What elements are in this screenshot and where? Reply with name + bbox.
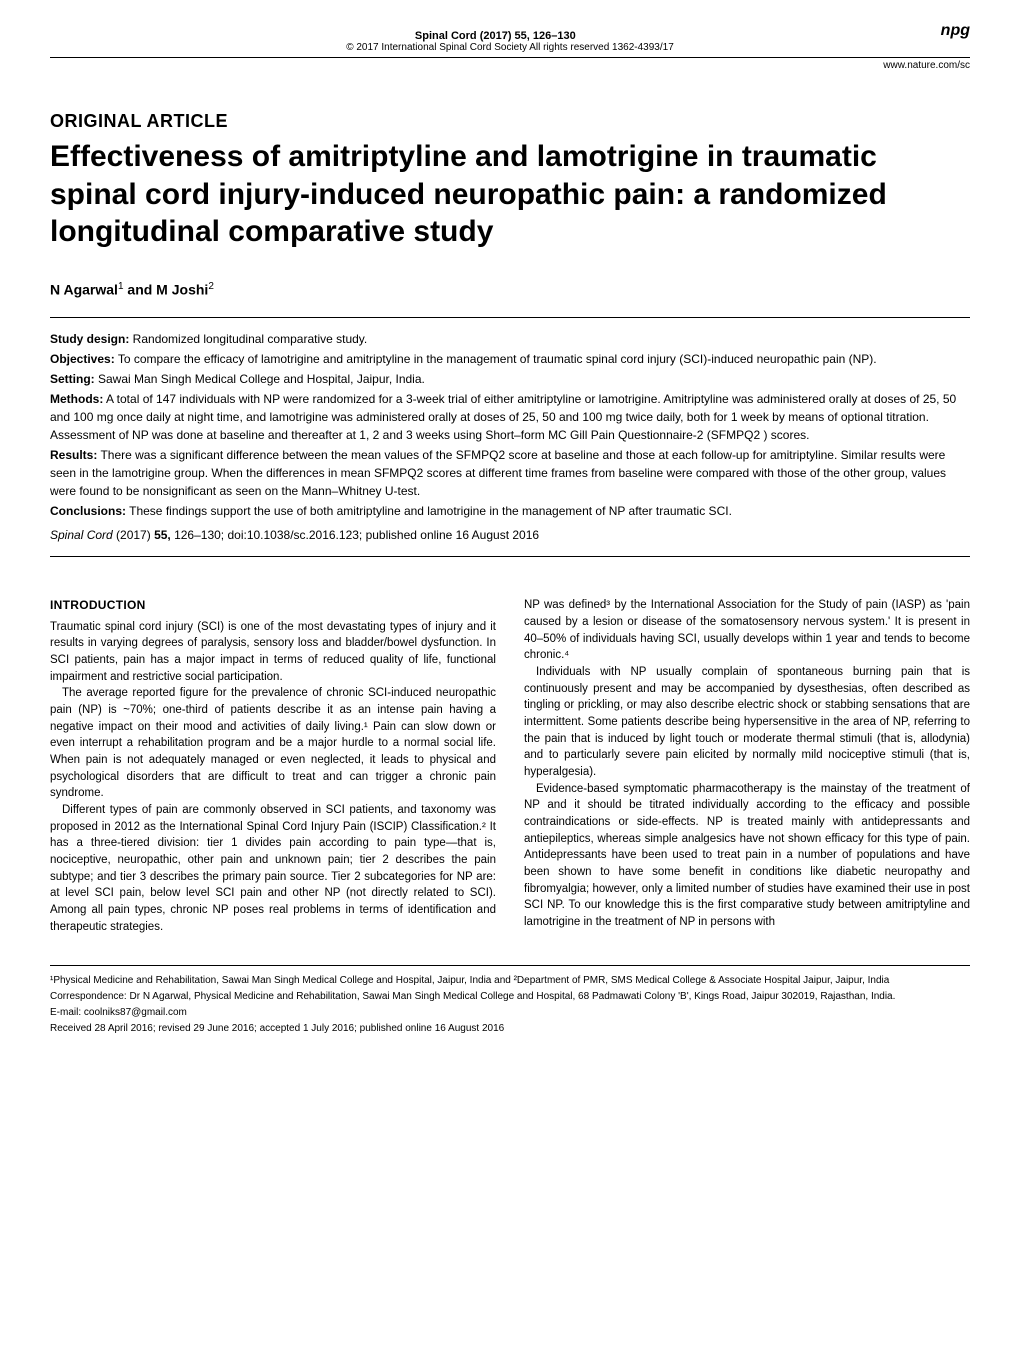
conclusions-text: These findings support the use of both a… — [126, 504, 732, 518]
results-text: There was a significant difference betwe… — [50, 448, 946, 498]
abstract-bottom-rule — [50, 556, 970, 557]
footer-block: ¹Physical Medicine and Rehabilitation, S… — [50, 965, 970, 1036]
affiliations-line: ¹Physical Medicine and Rehabilitation, S… — [50, 974, 970, 988]
abstract-block: Study design: Randomized longitudinal co… — [50, 330, 970, 544]
intro-paragraph-2: The average reported figure for the prev… — [50, 685, 496, 802]
intro-paragraph-1: Traumatic spinal cord injury (SCI) is on… — [50, 619, 496, 686]
correspondence-line: Correspondence: Dr N Agarwal, Physical M… — [50, 990, 970, 1004]
affiliation-marker-2: 2 — [208, 281, 214, 292]
objectives-text: To compare the efficacy of lamotrigine a… — [115, 352, 877, 366]
copyright-line: © 2017 International Spinal Cord Society… — [50, 42, 970, 53]
citation-year: (2017) — [113, 528, 154, 542]
article-type: ORIGINAL ARTICLE — [50, 111, 970, 132]
citation-volume: 55, — [154, 528, 171, 542]
intro-paragraph-3: Different types of pain are commonly obs… — [50, 802, 496, 935]
intro-paragraph-6: Evidence-based symptomatic pharmacothera… — [524, 781, 970, 931]
dates-line: Received 28 April 2016; revised 29 June … — [50, 1022, 970, 1036]
citation-journal: Spinal Cord — [50, 528, 113, 542]
publisher-logo: npg — [941, 22, 970, 40]
objectives-label: Objectives: — [50, 352, 115, 366]
left-column: INTRODUCTION Traumatic spinal cord injur… — [50, 597, 496, 935]
citation-line: Spinal Cord (2017) 55, 126–130; doi:10.1… — [50, 526, 970, 544]
setting-label: Setting: — [50, 372, 95, 386]
methods-label: Methods: — [50, 392, 103, 406]
body-columns: INTRODUCTION Traumatic spinal cord injur… — [50, 597, 970, 935]
conclusions-label: Conclusions: — [50, 504, 126, 518]
intro-paragraph-4: NP was defined³ by the International Ass… — [524, 597, 970, 664]
right-column: NP was defined³ by the International Ass… — [524, 597, 970, 935]
introduction-heading: INTRODUCTION — [50, 597, 496, 614]
website-url: www.nature.com/sc — [50, 60, 970, 71]
study-design-text: Randomized longitudinal comparative stud… — [129, 332, 367, 346]
methods-text: A total of 147 individuals with NP were … — [50, 392, 956, 442]
abstract-top-rule — [50, 317, 970, 318]
results-label: Results: — [50, 448, 97, 462]
intro-paragraph-5: Individuals with NP usually complain of … — [524, 664, 970, 781]
email-line: E-mail: coolniks87@gmail.com — [50, 1006, 970, 1020]
author-1: N Agarwal — [50, 281, 118, 297]
author-list: N Agarwal1 and M Joshi2 — [50, 281, 970, 298]
header-rule — [50, 57, 970, 58]
article-title: Effectiveness of amitriptyline and lamot… — [50, 138, 970, 251]
journal-header: npg Spinal Cord (2017) 55, 126–130 © 201… — [50, 30, 970, 53]
study-design-label: Study design: — [50, 332, 129, 346]
citation-pages: 126–130; doi:10.1038/sc.2016.123; publis… — [171, 528, 539, 542]
author-2: and M Joshi — [124, 281, 209, 297]
journal-reference: Spinal Cord (2017) 55, 126–130 — [50, 30, 970, 42]
setting-text: Sawai Man Singh Medical College and Hosp… — [95, 372, 425, 386]
